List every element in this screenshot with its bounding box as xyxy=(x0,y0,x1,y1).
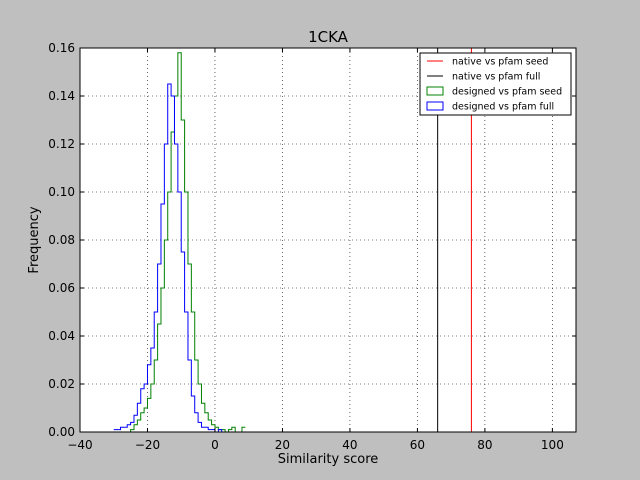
x-tick-label: 100 xyxy=(541,438,564,452)
y-axis-label: Frequency xyxy=(27,206,42,273)
legend-label: native vs pfam seed xyxy=(452,57,548,68)
y-tick-label: 0.02 xyxy=(48,377,75,391)
axis-ticks: −40 −20 0 20 40 60 80 100 0.00 0.02 0.04 0.06 0.08 0.… xyxy=(48,41,576,452)
legend-label: native vs pfam full xyxy=(452,72,540,83)
legend-label: designed vs pfam seed xyxy=(452,87,562,98)
x-axis-label: Similarity score xyxy=(278,452,379,467)
legend-swatch xyxy=(426,101,444,111)
series-designed-vs-pfam-seed-histogram xyxy=(123,52,246,433)
series-designed-vs-pfam-full-histogram xyxy=(113,83,226,433)
x-tick-label: 0 xyxy=(211,438,219,452)
legend-label: designed vs pfam full xyxy=(452,102,554,113)
legend-swatch xyxy=(426,86,444,96)
x-tick-label: −20 xyxy=(135,438,160,452)
y-tick-label: 0.08 xyxy=(48,233,75,247)
y-tick-label: 0.12 xyxy=(48,137,75,151)
y-tick-label: 0.16 xyxy=(48,41,75,55)
y-tick-label: 0.06 xyxy=(48,281,75,295)
chart-title: 1CKA xyxy=(308,28,349,46)
y-tick-label: 0.14 xyxy=(48,89,75,103)
y-tick-label: 0.10 xyxy=(48,185,75,199)
y-tick-label: 0.00 xyxy=(48,425,75,439)
x-tick-label: 20 xyxy=(275,438,290,452)
x-tick-label: 40 xyxy=(342,438,357,452)
legend: native vs pfam seed native vs pfam full de… xyxy=(419,52,572,116)
legend-box xyxy=(419,52,572,116)
x-tick-label: 80 xyxy=(477,438,492,452)
y-tick-label: 0.04 xyxy=(48,329,75,343)
x-tick-label: 60 xyxy=(410,438,425,452)
x-tick-label: −40 xyxy=(67,438,92,452)
